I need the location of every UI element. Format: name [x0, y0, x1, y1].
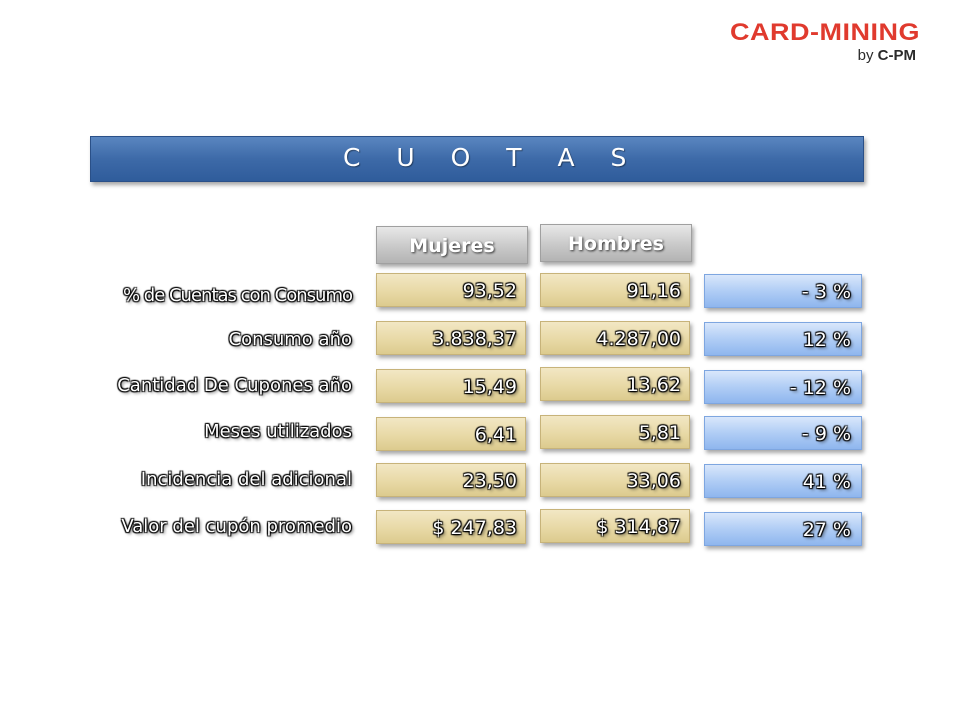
header-mujeres: Mujeres	[376, 226, 528, 264]
cell-mujeres: 93,52	[376, 273, 526, 307]
logo-title: CARD-MINING	[730, 18, 920, 46]
cell-mujeres: 6,41	[376, 417, 526, 451]
row-label: Valor del cupón promedio	[121, 516, 352, 537]
cell-diff: - 12 %	[704, 370, 862, 404]
cell-mujeres: $ 247,83	[376, 510, 526, 544]
logo-brand: C-PM	[877, 47, 916, 64]
cell-mujeres: 23,50	[376, 463, 526, 497]
cell-hombres: 91,16	[540, 273, 690, 307]
row-label: % de Cuentas con Consumo	[122, 285, 353, 306]
cell-diff: - 9 %	[704, 416, 862, 450]
cell-hombres: 5,81	[540, 415, 690, 449]
cell-diff: - 3 %	[704, 274, 862, 308]
header-hombres: Hombres	[540, 224, 692, 262]
cell-hombres: 4.287,00	[540, 321, 690, 355]
card-mining-logo: CARD-MINING by C-PM	[680, 18, 920, 68]
page-title: C U O T A S	[343, 143, 641, 172]
cell-hombres: $ 314,87	[540, 509, 690, 543]
cell-diff: 27 %	[704, 512, 862, 546]
cell-diff: 41 %	[704, 464, 862, 498]
cell-hombres: 33,06	[540, 463, 690, 497]
row-label: Cantidad De Cupones año	[117, 375, 352, 396]
cell-mujeres: 15,49	[376, 369, 526, 403]
logo-by: by	[857, 47, 874, 64]
cell-diff: 12 %	[704, 322, 862, 356]
title-bar: C U O T A S	[90, 136, 864, 182]
cell-hombres: 13,62	[540, 367, 690, 401]
row-label: Meses utilizados	[204, 421, 352, 442]
row-label: Consumo año	[228, 329, 353, 350]
row-label: Incidencia del adicional	[140, 469, 352, 490]
cell-mujeres: 3.838,37	[376, 321, 526, 355]
logo-subtitle: by C-PM	[680, 47, 920, 65]
